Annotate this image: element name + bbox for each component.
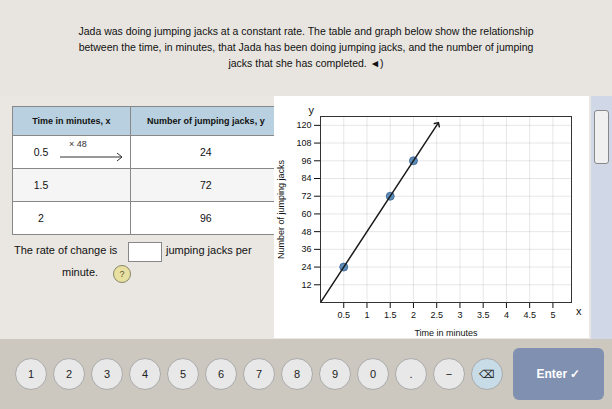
svg-text:36: 36 bbox=[301, 244, 311, 254]
svg-text:60: 60 bbox=[301, 209, 311, 219]
svg-text:x: x bbox=[576, 305, 582, 317]
svg-text:84: 84 bbox=[301, 173, 311, 183]
html-text:4: 4 bbox=[141, 368, 149, 380]
svg-text:72: 72 bbox=[301, 191, 311, 201]
svg-text:12: 12 bbox=[301, 280, 311, 290]
svg-text:96: 96 bbox=[301, 156, 311, 166]
html-text:96: 96 bbox=[200, 212, 212, 224]
svg-text:y: y bbox=[309, 104, 315, 116]
html-text:jumping jacks per: jumping jacks per bbox=[166, 244, 252, 256]
html-text:9: 9 bbox=[331, 368, 339, 380]
html-text:8: 8 bbox=[293, 368, 301, 380]
html-text:× 48: × 48 bbox=[69, 139, 87, 149]
svg-text:4: 4 bbox=[504, 310, 509, 320]
html-text:5: 5 bbox=[179, 368, 187, 380]
svg-text:2: 2 bbox=[411, 310, 416, 320]
html-text:2: 2 bbox=[38, 212, 44, 224]
html-text:6: 6 bbox=[217, 368, 225, 380]
svg-text:48: 48 bbox=[301, 227, 311, 237]
svg-text:3.5: 3.5 bbox=[477, 310, 490, 320]
html-text:The rate of change is: The rate of change is bbox=[14, 244, 118, 256]
html-text:Enter ✓: Enter ✓ bbox=[536, 367, 581, 381]
html-text:between the time, in minutes,: between the time, in minutes, that Jada … bbox=[78, 41, 534, 54]
html-text:1.5: 1.5 bbox=[33, 179, 49, 191]
html-text:1: 1 bbox=[27, 368, 35, 380]
html-text:0.5: 0.5 bbox=[33, 146, 49, 158]
svg-text:108: 108 bbox=[296, 138, 311, 148]
html-text:0: 0 bbox=[369, 368, 377, 380]
html-text:jacks that she has completed.: jacks that she has completed. ◄) bbox=[228, 56, 384, 69]
html-text:Jada was doing jumping jacks a: Jada was doing jumping jacks at a consta… bbox=[78, 25, 534, 38]
svg-text:1: 1 bbox=[364, 310, 369, 320]
svg-text:Number of jumping jacks: Number of jumping jacks bbox=[276, 159, 286, 259]
svg-text:0.5: 0.5 bbox=[337, 310, 350, 320]
svg-text:2.5: 2.5 bbox=[430, 310, 443, 320]
svg-text:120: 120 bbox=[296, 120, 311, 130]
svg-text:5: 5 bbox=[550, 310, 555, 320]
html-text:minute.: minute. bbox=[62, 266, 99, 278]
svg-text:3: 3 bbox=[457, 310, 462, 320]
html-text:2: 2 bbox=[65, 368, 73, 380]
html-text:72: 72 bbox=[200, 179, 212, 191]
svg-text:4.5: 4.5 bbox=[523, 310, 536, 320]
html-text:Time in minutes, x: Time in minutes, x bbox=[32, 116, 111, 126]
svg-text:Time in minutes: Time in minutes bbox=[414, 328, 478, 338]
html-text:24: 24 bbox=[200, 146, 212, 158]
svg-text:1.5: 1.5 bbox=[384, 310, 397, 320]
html-text:3: 3 bbox=[103, 368, 111, 380]
html-text:Number of jumping jacks, y: Number of jumping jacks, y bbox=[147, 116, 265, 126]
html-text:7: 7 bbox=[255, 368, 263, 380]
svg-text:24: 24 bbox=[301, 262, 311, 272]
